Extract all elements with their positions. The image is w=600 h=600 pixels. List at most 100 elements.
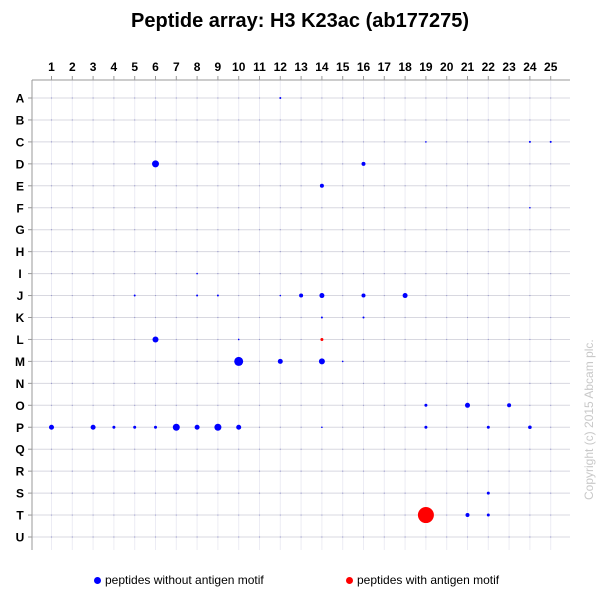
empty-spot <box>71 448 73 450</box>
data-point-without-motif <box>528 140 531 143</box>
data-point-without-motif <box>133 425 137 429</box>
x-tick-label: 22 <box>482 60 496 74</box>
empty-spot <box>92 273 94 275</box>
empty-spot <box>258 536 261 538</box>
empty-spot <box>446 536 448 538</box>
empty-spot <box>362 141 365 143</box>
empty-spot <box>196 492 198 494</box>
empty-spot <box>71 119 73 121</box>
empty-spot <box>217 207 219 209</box>
empty-spot <box>71 426 73 428</box>
x-tick-label: 10 <box>232 60 246 74</box>
empty-spot <box>154 492 157 494</box>
data-point-without-motif <box>154 425 157 429</box>
empty-spot <box>175 229 177 231</box>
empty-spot <box>71 251 73 253</box>
empty-spot <box>154 536 157 538</box>
empty-spot <box>238 119 240 121</box>
empty-spot <box>321 207 323 209</box>
empty-spot <box>238 404 240 406</box>
empty-spot <box>342 251 344 253</box>
empty-spot <box>258 360 261 362</box>
empty-spot <box>50 492 53 494</box>
empty-spot <box>50 251 53 253</box>
empty-spot <box>134 492 136 494</box>
empty-spot <box>466 229 469 231</box>
empty-spot <box>113 251 115 253</box>
empty-spot <box>487 273 489 275</box>
empty-spot <box>113 97 115 99</box>
empty-spot <box>383 294 385 297</box>
empty-spot <box>321 448 323 450</box>
empty-spot <box>258 251 261 253</box>
empty-spot <box>487 382 489 384</box>
empty-spot <box>466 207 469 209</box>
empty-spot <box>321 492 323 494</box>
empty-spot <box>550 273 552 275</box>
empty-spot <box>487 448 489 450</box>
empty-spot <box>134 97 136 99</box>
empty-spot <box>383 514 385 516</box>
empty-spot <box>487 404 489 406</box>
data-point-without-motif <box>279 97 282 99</box>
empty-spot <box>362 470 365 472</box>
empty-spot <box>487 119 489 121</box>
data-point-without-motif <box>424 425 428 429</box>
y-tick-label: A <box>16 92 25 106</box>
empty-spot <box>217 514 219 516</box>
empty-spot <box>50 141 53 143</box>
empty-spot <box>508 294 510 297</box>
empty-spot <box>279 338 281 341</box>
y-tick-label: N <box>16 377 25 391</box>
empty-spot <box>258 273 261 275</box>
empty-spot <box>154 294 157 297</box>
empty-spot <box>404 251 406 253</box>
data-points <box>49 97 552 524</box>
empty-spot <box>508 185 510 187</box>
y-tick-label: O <box>15 399 24 413</box>
empty-spot <box>258 119 261 121</box>
empty-spot <box>342 316 344 319</box>
empty-spot <box>50 382 53 384</box>
empty-spot <box>508 251 510 253</box>
empty-spot <box>175 338 177 341</box>
empty-spot <box>383 536 385 538</box>
empty-spot <box>404 514 406 516</box>
empty-spot <box>321 251 323 253</box>
copyright-watermark: Copyright (c) 2015 Abcam plc. <box>582 339 596 500</box>
empty-spot <box>71 97 73 99</box>
data-point-without-motif <box>214 423 222 431</box>
empty-spot <box>487 97 489 99</box>
empty-spot <box>362 426 365 428</box>
empty-spot <box>258 316 261 319</box>
empty-spot <box>50 338 53 341</box>
y-tick-label: T <box>16 509 24 523</box>
empty-spot <box>92 294 94 297</box>
x-tick-label: 7 <box>173 60 180 74</box>
empty-spot <box>196 316 198 319</box>
x-tick-label: 9 <box>215 60 222 74</box>
empty-spot <box>466 251 469 253</box>
empty-spot <box>321 97 323 99</box>
empty-spot <box>300 360 302 362</box>
data-point-without-motif <box>216 294 219 297</box>
empty-spot <box>175 207 177 209</box>
empty-spot <box>71 360 73 362</box>
empty-spot <box>425 536 427 538</box>
empty-spot <box>321 163 323 165</box>
empty-spot <box>50 119 53 121</box>
empty-spot <box>50 404 53 406</box>
empty-spot <box>92 360 94 362</box>
empty-spot <box>71 141 73 143</box>
empty-spot <box>466 273 469 275</box>
empty-spot <box>154 273 157 275</box>
empty-spot <box>154 316 157 319</box>
data-point-without-motif <box>194 424 200 430</box>
data-point-without-motif <box>319 183 324 188</box>
empty-spot <box>238 163 240 165</box>
legend-item-without-motif: peptides without antigen motif <box>94 573 264 587</box>
grid <box>32 80 570 550</box>
empty-spot <box>175 273 177 275</box>
empty-spot <box>175 119 177 121</box>
blue-dot-icon <box>94 576 101 584</box>
